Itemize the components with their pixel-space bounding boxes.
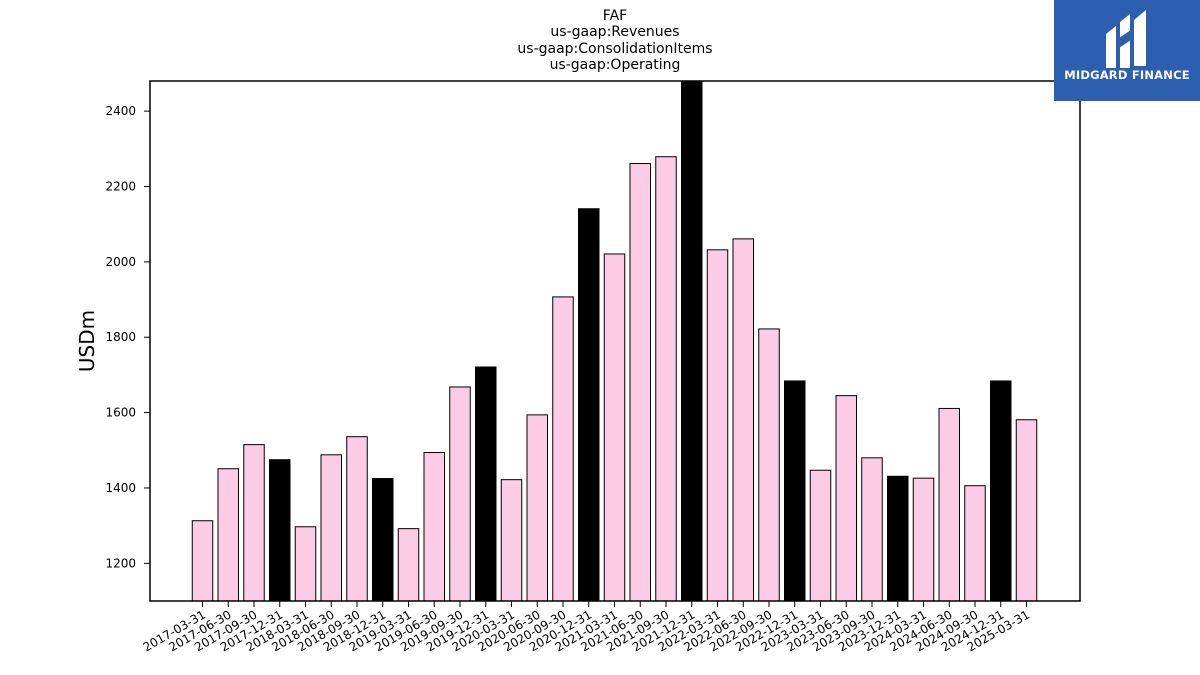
bar-2021-09-30 xyxy=(655,156,677,602)
chart-title-line: us-gaap:Operating xyxy=(550,57,681,73)
midgard-logo-icon xyxy=(1106,10,1146,68)
y-tick-label: 2400 xyxy=(105,104,136,118)
y-tick-label: 2200 xyxy=(105,180,136,194)
bar-2019-03-31 xyxy=(397,528,420,602)
x-axis: 2017-03-312017-06-302017-09-302017-12-31… xyxy=(141,601,1032,654)
bar-2021-12-31 xyxy=(681,80,703,602)
bar-2017-09-30 xyxy=(243,444,265,602)
bar-2018-09-30 xyxy=(346,436,368,602)
bar-2023-12-31 xyxy=(887,475,909,602)
bar-2022-03-31 xyxy=(706,249,729,602)
bar-2025-03-31 xyxy=(1015,419,1038,602)
bar-2019-06-30 xyxy=(423,452,445,602)
y-axis-label: USDm xyxy=(75,310,99,372)
bar-2023-06-30 xyxy=(835,395,857,602)
bar-2022-09-30 xyxy=(758,328,780,602)
y-tick-label: 1400 xyxy=(105,481,136,495)
bar-2018-03-31 xyxy=(294,526,317,602)
bar-2020-09-30 xyxy=(552,296,574,602)
bar-2022-06-30 xyxy=(732,238,754,602)
bar-2017-03-31 xyxy=(191,520,214,602)
chart-title-line: us-gaap:Revenues xyxy=(550,24,679,40)
bar-2024-06-30 xyxy=(938,407,960,602)
bar-2021-03-31 xyxy=(603,253,626,602)
chart-title-line: us-gaap:ConsolidationItems xyxy=(517,41,712,57)
bar-2020-03-31 xyxy=(500,479,523,602)
y-tick-label: 1600 xyxy=(105,406,136,420)
bar-2023-03-31 xyxy=(809,469,832,602)
chart-title: FAF us-gaap:Revenues us-gaap:Consolidati… xyxy=(517,8,712,73)
y-tick-label: 2000 xyxy=(105,255,136,269)
y-tick-label: 1800 xyxy=(105,330,136,344)
bar-2024-12-31 xyxy=(990,380,1012,602)
bar-2023-09-30 xyxy=(861,457,883,602)
bar-2017-06-30 xyxy=(217,468,239,602)
y-tick-label: 1200 xyxy=(105,556,136,570)
bar-2019-12-31 xyxy=(475,366,497,602)
y-axis: 1200 1400 1600 1800 2000 2200 2400 xyxy=(105,104,150,570)
bar-2024-03-31 xyxy=(912,477,935,602)
bar-2020-06-30 xyxy=(526,414,548,602)
bars-group xyxy=(191,80,1038,602)
chart-title-line: FAF xyxy=(603,8,627,24)
bar-2017-12-31 xyxy=(269,459,291,602)
bar-2019-09-30 xyxy=(449,386,471,602)
logo-text: MIDGARD FINANCE xyxy=(1064,68,1190,82)
plot-frame xyxy=(149,80,1081,602)
bar-2018-06-30 xyxy=(320,454,342,602)
bar-2024-09-30 xyxy=(964,485,986,602)
bar-2020-12-31 xyxy=(578,208,600,602)
bar-2022-12-31 xyxy=(784,380,806,602)
bar-2021-06-30 xyxy=(629,163,651,602)
bar-2018-12-31 xyxy=(372,478,394,602)
midgard-finance-logo: MIDGARD FINANCE xyxy=(1054,0,1200,101)
